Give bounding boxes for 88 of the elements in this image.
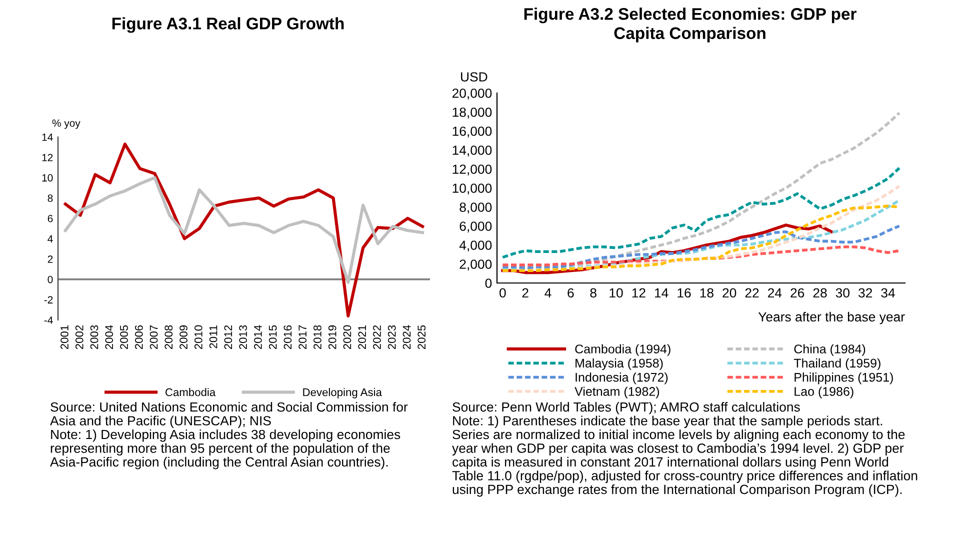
x-tick-label: 2003: [90, 325, 98, 350]
y-tick-label: 6,000: [460, 222, 492, 232]
x-tick-label: 20: [722, 288, 736, 298]
text: Note: 1) Developing Asia includes 38 developing economies representing more than 95 percent of the population of the Asia-Pacific region (including the Central Asian countries).: [50, 429, 400, 470]
chart-title: Figure A3.2 Selected Economies: GDP per Capita Comparison: [524, 8, 856, 42]
x-tick-label: 14: [655, 288, 668, 298]
x-tick-label: 2018: [314, 325, 322, 350]
x-tick-label: 2013: [239, 325, 247, 350]
x-tick-label: 2012: [224, 325, 232, 350]
x-tick-label: 2024: [402, 325, 411, 350]
x-tick-label: 2: [522, 288, 528, 298]
x-tick-label: 28: [813, 288, 827, 298]
x-tick-label: 2010: [194, 325, 202, 350]
y-tick-label: 12,000: [452, 164, 492, 176]
x-tick-label: 2002: [75, 325, 84, 350]
x-tick-label: 2025: [418, 325, 426, 350]
y-tick-label: 20,000: [452, 88, 492, 100]
y-axis-title: USD: [461, 72, 488, 82]
x-tick-label: 2019: [328, 325, 336, 350]
x-tick-label: 12: [632, 288, 646, 298]
x-tick-label: 2015: [268, 325, 277, 350]
line-series: [64, 176, 424, 284]
y-tick-label: 0: [485, 278, 492, 288]
legend-label: Cambodia (1994): [575, 344, 670, 356]
y-tick-label: 6: [48, 214, 53, 222]
y-tick-label: 8: [48, 194, 53, 202]
y-tick-label: 10,000: [452, 184, 492, 194]
legend-label: Vietnam (1982): [574, 386, 660, 398]
y-tick-label: 14,000: [452, 146, 492, 156]
x-tick-label: 2008: [164, 325, 173, 350]
x-tick-label: 24: [768, 288, 782, 298]
y-tick-label: 14: [42, 134, 53, 141]
y-tick-label: -4: [44, 316, 53, 324]
source-note: Source: United Nations Economic and Social Commission for Asia and the Pacific (UNESCAP); NIS: [50, 402, 408, 428]
x-tick-label: 2023: [388, 325, 396, 350]
y-tick-label: -2: [44, 296, 53, 304]
y-tick-label: 4,000: [459, 240, 492, 252]
legend-label: Indonesia (1972): [576, 372, 668, 384]
x-tick-label: 2016: [284, 325, 292, 350]
x-axis-title: Years after the base year: [758, 312, 905, 324]
x-tick-label: 10: [610, 288, 623, 298]
y-tick-label: 12: [42, 154, 53, 162]
y-tick-label: 2: [48, 256, 53, 263]
x-tick-label: 2021: [358, 325, 366, 350]
x-tick-label: 4: [544, 288, 552, 298]
x-tick-label: 2005: [120, 325, 128, 350]
legend-label: Malaysia (1958): [576, 358, 663, 370]
x-tick-label: 22: [745, 288, 759, 298]
line-series: [64, 142, 424, 318]
y-axis-title: % yoy: [52, 119, 80, 129]
x-tick-label: 18: [700, 288, 714, 298]
y-tick-label: 10: [42, 174, 53, 182]
legend-label: Lao (1986): [794, 386, 854, 398]
y-tick-label: 8,000: [460, 202, 492, 214]
x-tick-label: 2020: [343, 325, 352, 350]
x-tick-label: 2009: [180, 325, 188, 350]
legend-label: Philippines (1951): [794, 372, 893, 384]
legend-label: Developing Asia: [303, 388, 382, 398]
x-tick-label: 30: [836, 288, 850, 298]
legend-label: Cambodia: [166, 388, 216, 396]
x-tick-label: 2022: [373, 325, 381, 350]
x-tick-label: 26: [790, 288, 804, 298]
x-tick-label: 34: [881, 288, 895, 298]
line-series: [501, 224, 901, 270]
x-tick-label: 32: [858, 288, 872, 298]
y-tick-label: 0: [48, 276, 53, 284]
x-tick-label: 0: [500, 288, 506, 298]
x-tick-label: 2006: [134, 325, 143, 350]
x-tick-label: 2007: [150, 325, 158, 350]
x-tick-label: 2004: [105, 325, 114, 350]
x-tick-label: 16: [678, 288, 691, 298]
x-tick-label: 2014: [254, 325, 262, 350]
y-tick-label: 2,000: [460, 260, 492, 270]
source-note: Source: Penn World Tables (PWT); AMRO staff calculations: [452, 402, 800, 414]
x-tick-label: 2001: [60, 325, 68, 350]
legend-label: China (1984): [794, 344, 866, 356]
y-tick-label: 4: [48, 235, 53, 242]
line-series: [501, 166, 901, 259]
x-tick-label: 8: [590, 288, 596, 298]
x-tick-label: 6: [568, 288, 574, 298]
y-tick-label: 18,000: [452, 108, 492, 118]
text: Note: 1) Parentheses indicate the base year that the sample periods start. Series are normalized to initial income levels by aligning each economy to the year when GDP per capita was closest to Cambodia’s 1994 level. 2) GDP per capita is measured in constant 2017 international dollars using Penn World Table 11.0 (rgdpe/pop), adjusted for cross-country price differences and inflation using PPP exchange rates from the International Comparison Program (ICP).: [452, 416, 918, 497]
legend-label: Thailand (1959): [794, 358, 880, 370]
x-tick-label: 2011: [209, 325, 218, 348]
line-series: [501, 246, 901, 266]
y-tick-label: 16,000: [452, 126, 492, 138]
chart-title: Figure A3.1 Real GDP Growth: [112, 17, 344, 33]
x-tick-label: 2017: [298, 325, 307, 350]
